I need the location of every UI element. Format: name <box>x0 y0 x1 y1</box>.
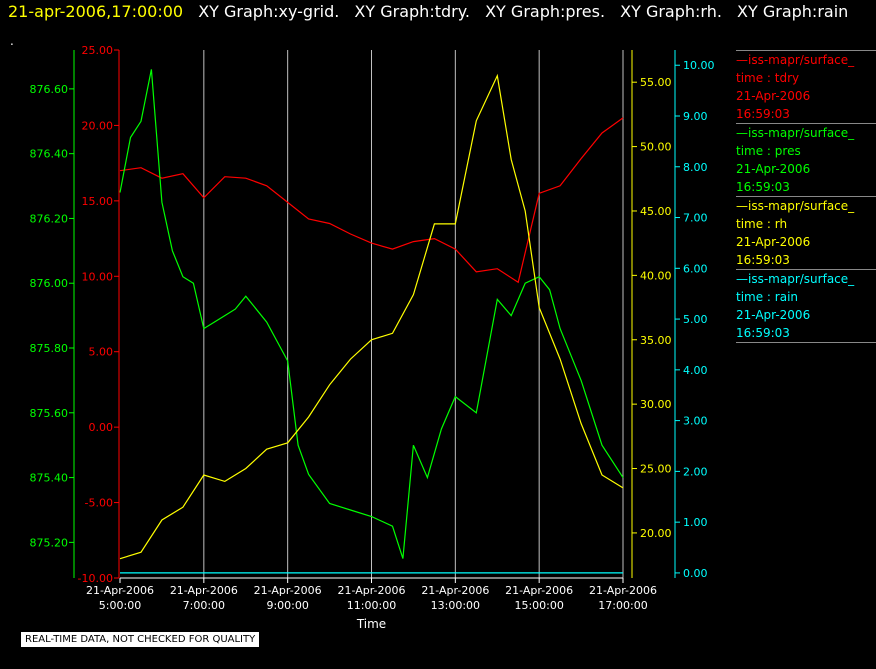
legend-entry-tdry: —iss-mapr/surface_ time : tdry 21-Apr-20… <box>736 50 876 123</box>
y-tick-label-tdry: -5.00 <box>85 497 113 510</box>
x-tick-time: 9:00:00 <box>266 599 308 612</box>
y-tick-label-rain: 1.00 <box>683 516 708 529</box>
header-dot: . <box>10 34 14 48</box>
x-tick-date: 21-Apr-2006 <box>505 584 573 597</box>
x-tick-date: 21-Apr-2006 <box>170 584 238 597</box>
legend-date: 21-Apr-2006 <box>736 235 811 249</box>
y-tick-label-pres: 875.80 <box>30 342 69 355</box>
y-tick-label-tdry: 25.00 <box>82 44 114 57</box>
x-tick-time: 15:00:00 <box>514 599 563 612</box>
x-tick-time: 11:00:00 <box>347 599 396 612</box>
y-tick-label-rh: 20.00 <box>640 527 672 540</box>
header: 21-apr-2006,17:00:00 XY Graph:xy-grid. X… <box>8 2 848 24</box>
graph-title-grid: XY Graph:xy-grid. <box>198 2 340 21</box>
y-tick-label-rh: 40.00 <box>640 269 672 282</box>
y-tick-label-rain: 4.00 <box>683 364 708 377</box>
legend-time: 16:59:03 <box>736 107 790 121</box>
y-tick-label-rain: 2.00 <box>683 465 708 478</box>
x-tick-time: 17:00:00 <box>598 599 647 612</box>
x-tick-time: 7:00:00 <box>183 599 225 612</box>
y-tick-label-pres: 875.20 <box>30 536 69 549</box>
graph-title-rain: XY Graph:rain <box>737 2 849 21</box>
x-tick-time: 13:00:00 <box>431 599 480 612</box>
series-line-pres <box>119 69 624 559</box>
y-tick-label-rh: 35.00 <box>640 334 672 347</box>
graph-title-tdry: XY Graph:tdry. <box>354 2 470 21</box>
legend-entry-rh: —iss-mapr/surface_ time : rh 21-Apr-2006… <box>736 196 876 269</box>
header-timestamp: 21-apr-2006,17:00:00 <box>8 2 184 21</box>
legend-date: 21-Apr-2006 <box>736 89 811 103</box>
x-tick-date: 21-Apr-2006 <box>421 584 489 597</box>
y-tick-label-rh: 25.00 <box>640 463 672 476</box>
y-tick-label-rh: 45.00 <box>640 205 672 218</box>
y-tick-label-rain: 6.00 <box>683 262 708 275</box>
legend-title: —iss-mapr/surface_ <box>736 272 855 286</box>
y-tick-label-pres: 876.40 <box>30 148 69 161</box>
y-tick-label-rh: 50.00 <box>640 141 672 154</box>
legend-entry-rain: —iss-mapr/surface_ time : rain 21-Apr-20… <box>736 269 876 343</box>
legend-subtitle: time : rain <box>736 290 799 304</box>
legend-time: 16:59:03 <box>736 326 790 340</box>
legend-date: 21-Apr-2006 <box>736 308 811 322</box>
y-tick-label-pres: 875.60 <box>30 407 69 420</box>
y-tick-label-rh: 30.00 <box>640 398 672 411</box>
x-tick-date: 21-Apr-2006 <box>86 584 154 597</box>
y-tick-label-rain: 3.00 <box>683 415 708 428</box>
legend-time: 16:59:03 <box>736 180 790 194</box>
x-tick-time: 5:00:00 <box>99 599 141 612</box>
y-tick-label-pres: 876.00 <box>30 277 69 290</box>
graph-title-rh: XY Graph:rh. <box>620 2 722 21</box>
legend-subtitle: time : tdry <box>736 71 800 85</box>
y-tick-label-rain: 0.00 <box>683 567 708 580</box>
y-tick-label-rh: 55.00 <box>640 76 672 89</box>
y-tick-label-rain: 8.00 <box>683 161 708 174</box>
legend-title: —iss-mapr/surface_ <box>736 126 855 140</box>
x-tick-date: 21-Apr-2006 <box>254 584 322 597</box>
legend-date: 21-Apr-2006 <box>736 162 811 176</box>
y-tick-label-rain: 9.00 <box>683 110 708 123</box>
x-tick-date: 21-Apr-2006 <box>589 584 657 597</box>
quality-note: REAL-TIME DATA, NOT CHECKED FOR QUALITY <box>20 631 261 648</box>
y-tick-label-tdry: 15.00 <box>82 195 114 208</box>
x-tick-date: 21-Apr-2006 <box>337 584 405 597</box>
y-tick-label-pres: 876.60 <box>30 83 69 96</box>
y-tick-label-tdry: 5.00 <box>89 346 114 359</box>
graph-title-pres: XY Graph:pres. <box>485 2 606 21</box>
series-line-rh <box>119 73 624 560</box>
y-tick-label-tdry: 0.00 <box>89 421 114 434</box>
y-tick-label-pres: 875.40 <box>30 472 69 485</box>
legend-subtitle: time : rh <box>736 217 788 231</box>
y-tick-label-rain: 7.00 <box>683 212 708 225</box>
legend-subtitle: time : pres <box>736 144 801 158</box>
y-tick-label-tdry: 20.00 <box>82 119 114 132</box>
y-tick-label-tdry: 10.00 <box>82 270 114 283</box>
legend: —iss-mapr/surface_ time : tdry 21-Apr-20… <box>736 50 876 343</box>
legend-title: —iss-mapr/surface_ <box>736 53 855 67</box>
y-tick-label-rain: 5.00 <box>683 313 708 326</box>
legend-time: 16:59:03 <box>736 253 790 267</box>
legend-title: —iss-mapr/surface_ <box>736 199 855 213</box>
y-tick-label-pres: 876.20 <box>30 212 69 225</box>
y-tick-label-tdry: -10.00 <box>78 572 113 585</box>
legend-entry-pres: —iss-mapr/surface_ time : pres 21-Apr-20… <box>736 123 876 196</box>
series-line-tdry <box>119 117 624 284</box>
x-axis-label: Time <box>356 617 386 631</box>
y-tick-label-rain: 10.00 <box>683 59 715 72</box>
